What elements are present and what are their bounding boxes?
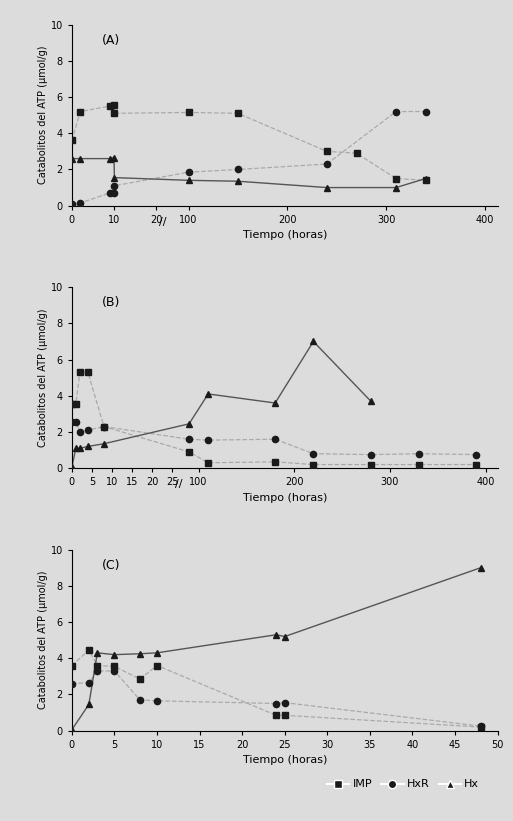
Y-axis label: Catabolitos del ATP (μmol/g): Catabolitos del ATP (μmol/g) [38, 571, 48, 709]
X-axis label: Tiempo (horas): Tiempo (horas) [243, 493, 327, 502]
Y-axis label: Catabolitos del ATP (μmol/g): Catabolitos del ATP (μmol/g) [38, 46, 48, 185]
Y-axis label: Catabolitos del ATP (μmol/g): Catabolitos del ATP (μmol/g) [38, 309, 48, 447]
X-axis label: Tiempo (horas): Tiempo (horas) [243, 230, 327, 241]
Text: //: // [159, 217, 166, 227]
Legend: IMP, HxR, Hx: IMP, HxR, Hx [323, 775, 484, 794]
Text: (C): (C) [102, 559, 120, 571]
Text: (B): (B) [102, 296, 120, 310]
Text: //: // [174, 479, 182, 489]
X-axis label: Tiempo (horas): Tiempo (horas) [243, 755, 327, 765]
Text: (A): (A) [102, 34, 120, 47]
